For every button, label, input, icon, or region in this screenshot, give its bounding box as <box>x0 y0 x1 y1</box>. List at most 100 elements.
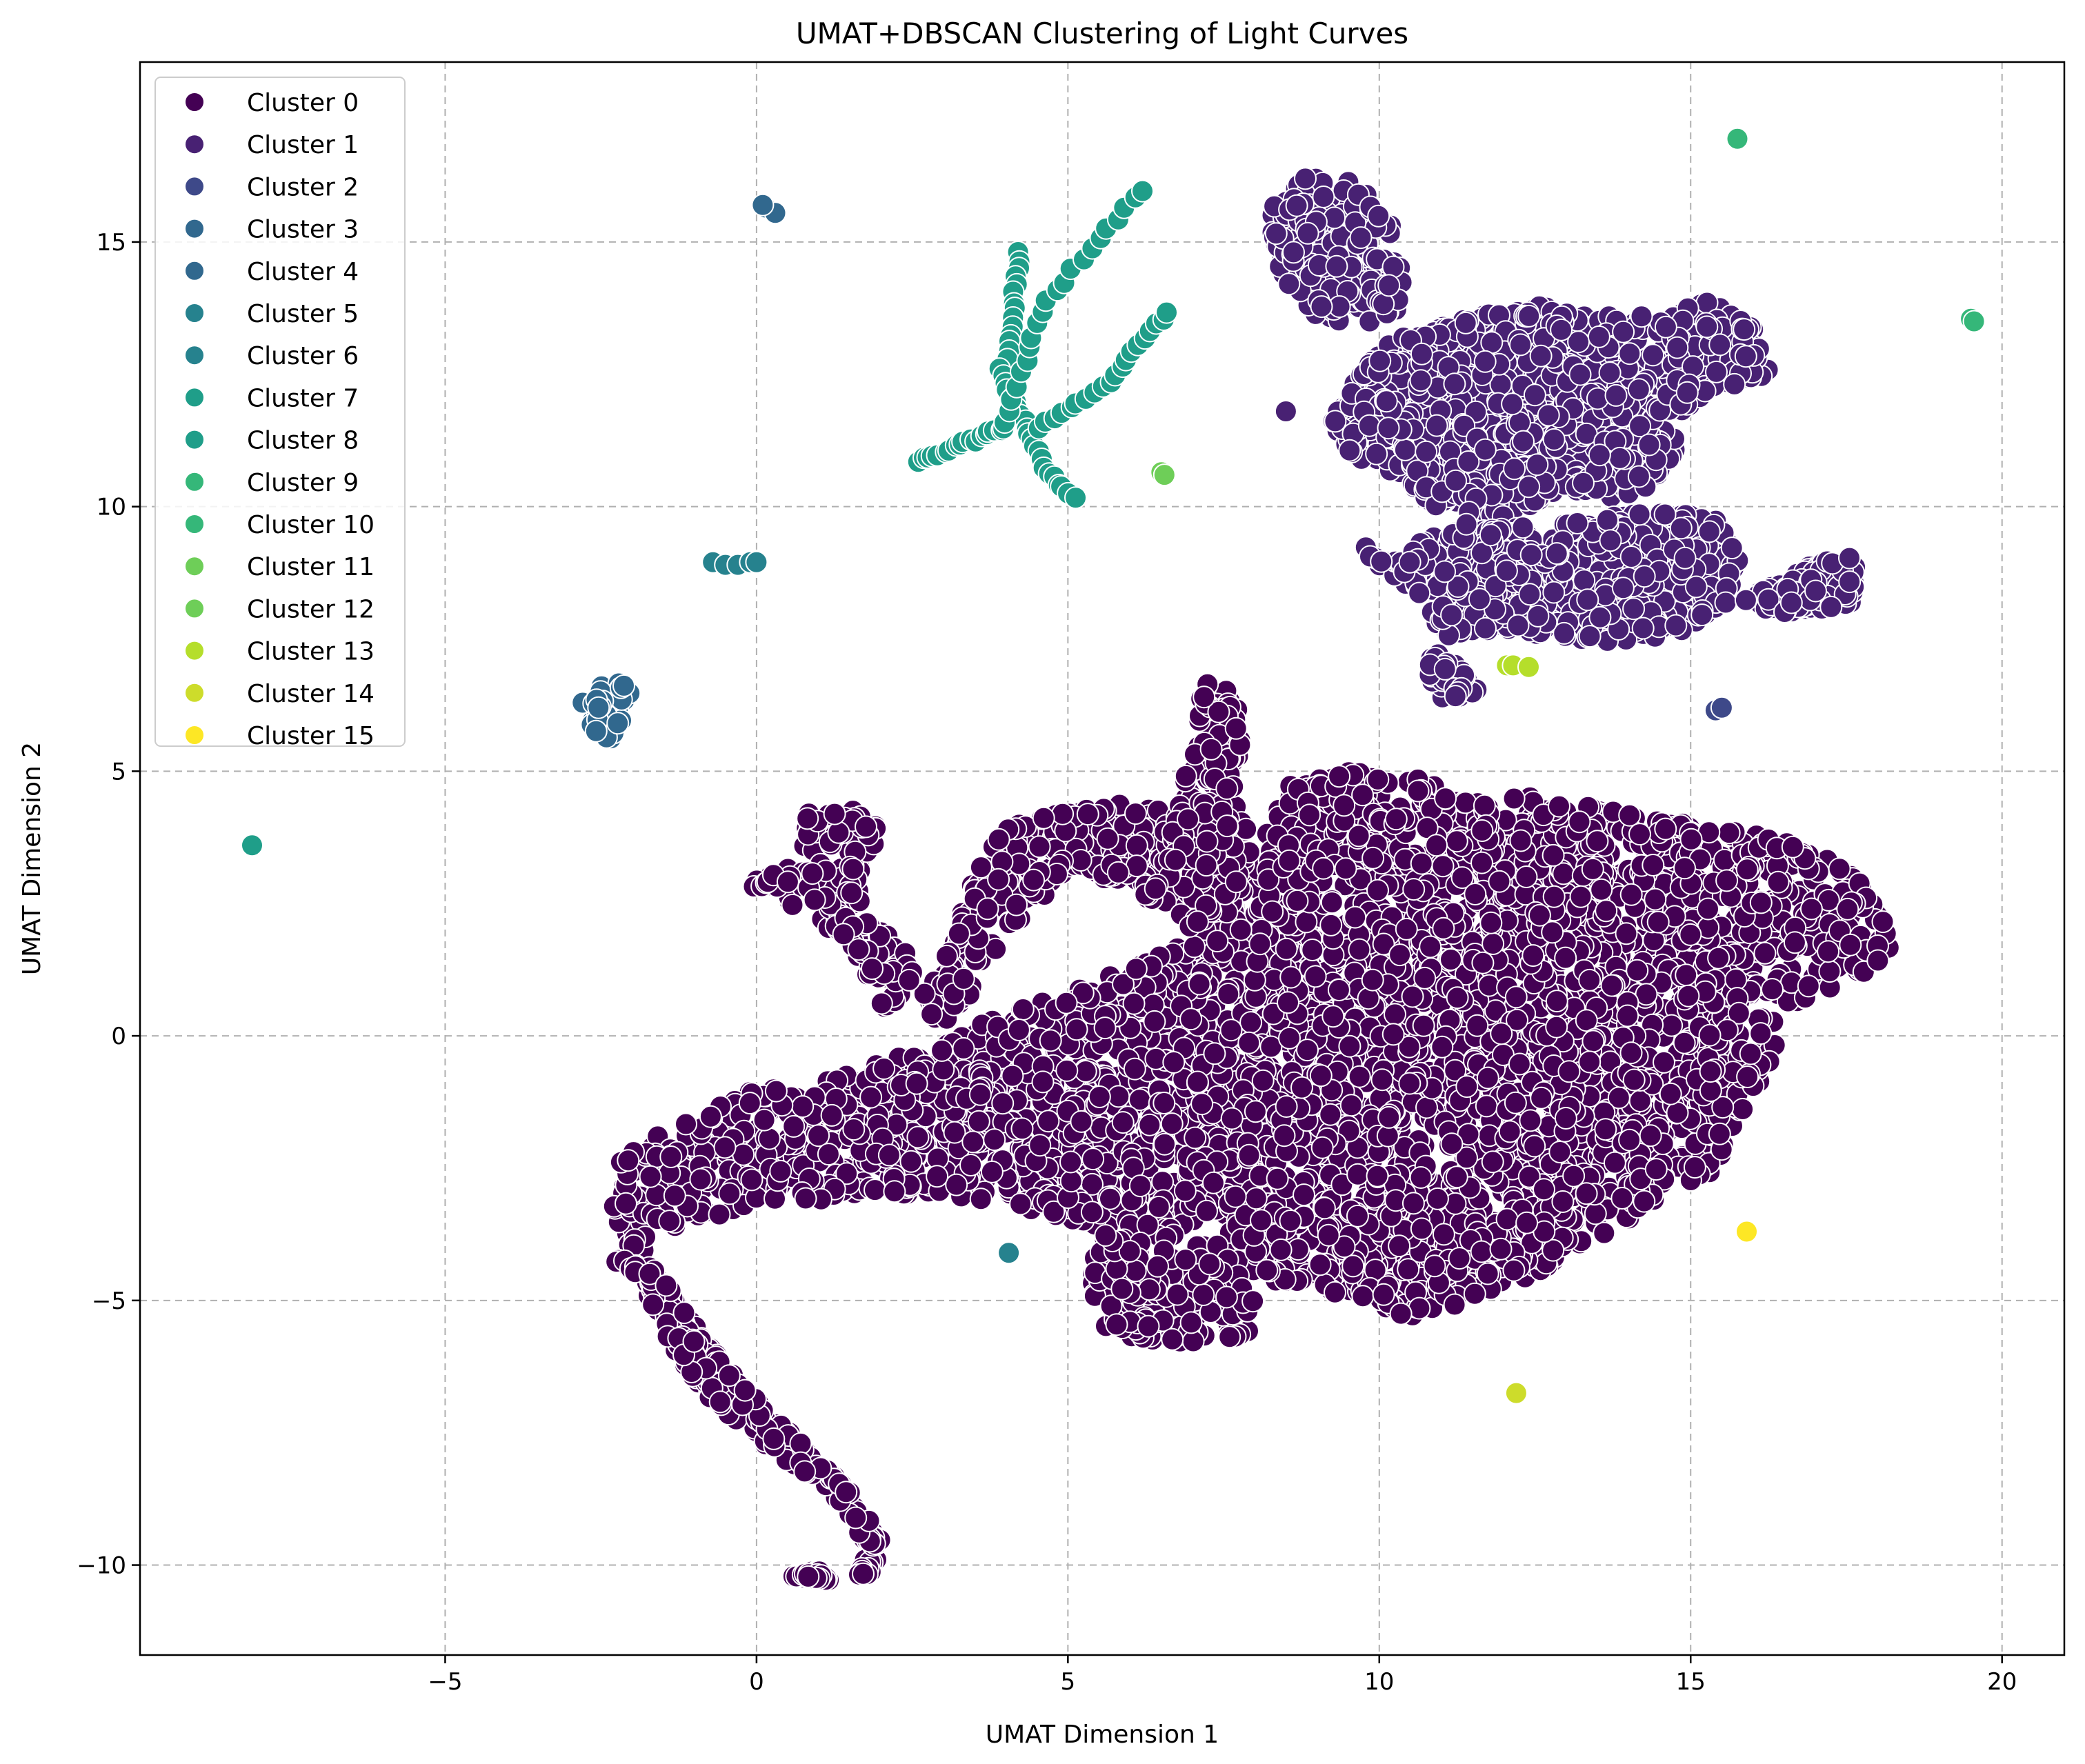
data-point-cluster-0 <box>1413 966 1437 990</box>
data-point-cluster-0 <box>1697 897 1719 921</box>
data-point-cluster-0 <box>1481 1150 1504 1174</box>
data-point-cluster-0 <box>1279 1209 1302 1232</box>
data-point-cluster-0 <box>1839 933 1862 956</box>
data-point-cluster-0 <box>1473 794 1496 817</box>
data-point-cluster-0 <box>807 1124 830 1147</box>
data-point-cluster-0 <box>1633 1190 1656 1213</box>
data-point-cluster-0 <box>1319 1103 1342 1126</box>
data-point-cluster-0 <box>991 1092 1015 1115</box>
data-point-cluster-0 <box>1321 1005 1345 1028</box>
data-point-cluster-0 <box>1445 830 1468 853</box>
data-point-cluster-0 <box>1389 1302 1413 1325</box>
data-point-cluster-0 <box>1395 917 1418 941</box>
data-point-cluster-0 <box>1482 932 1505 955</box>
data-point-cluster-0 <box>1698 1023 1722 1047</box>
chart-title: UMAT+DBSCAN Clustering of Light Curves <box>796 17 1408 50</box>
data-point-cluster-0 <box>713 1136 737 1159</box>
data-point-cluster-0 <box>1219 1019 1243 1042</box>
data-point-cluster-0 <box>740 1168 764 1192</box>
data-point-cluster-0 <box>1138 1113 1161 1136</box>
data-point-cluster-0 <box>1128 1174 1152 1198</box>
data-point-cluster-0 <box>1304 965 1327 988</box>
data-point-cluster-0 <box>1269 1238 1293 1261</box>
data-point-cluster-0 <box>1312 856 1335 880</box>
data-point-cluster-0 <box>1310 1136 1334 1159</box>
data-point-cluster-0 <box>1188 972 1211 996</box>
data-point-cluster-0 <box>655 1274 678 1297</box>
data-point-cluster-0 <box>1618 1128 1642 1152</box>
data-point-cluster-0 <box>1410 1217 1433 1241</box>
data-point-cluster-0 <box>1545 1015 1568 1039</box>
data-point-cluster-0 <box>1099 1187 1121 1210</box>
data-point-cluster-0 <box>1372 1283 1395 1306</box>
data-point-cluster-0 <box>1190 1092 1214 1116</box>
data-point-cluster-0 <box>1093 1016 1117 1040</box>
data-point-cluster-0 <box>1348 938 1371 961</box>
data-point-cluster-0 <box>899 1150 923 1173</box>
data-point-cluster-0 <box>708 1390 732 1414</box>
data-point-cluster-0 <box>1628 823 1651 846</box>
data-point-cluster-0 <box>1717 821 1741 845</box>
data-point-cluster-0 <box>1545 990 1568 1013</box>
data-point-cluster-0 <box>1616 1004 1639 1028</box>
data-point-cluster-0 <box>1195 1199 1218 1223</box>
data-point-cluster-0 <box>1430 1035 1454 1059</box>
data-point-cluster-0 <box>1446 986 1469 1010</box>
data-point-cluster-0 <box>859 1085 883 1109</box>
data-point-cluster-0 <box>1327 979 1350 1001</box>
data-point-cluster-0 <box>1866 949 1890 972</box>
data-point-cluster-0 <box>1464 883 1487 905</box>
data-point-cluster-0 <box>1402 878 1426 901</box>
data-point-cluster-0 <box>1679 923 1702 946</box>
data-point-cluster-0 <box>663 1184 686 1207</box>
data-point-cluster-0 <box>817 1143 840 1166</box>
data-point-cluster-0 <box>1351 1285 1375 1308</box>
data-point-cluster-0 <box>1338 1034 1361 1058</box>
data-point-cluster-0 <box>1153 1132 1176 1156</box>
data-point-cluster-0 <box>1401 985 1424 1008</box>
data-point-cluster-0 <box>872 1057 896 1080</box>
data-point-cluster-0 <box>1059 1150 1082 1174</box>
data-point-cluster-0 <box>1590 878 1613 901</box>
data-point-cluster-0 <box>1143 1010 1166 1033</box>
data-point-cluster-0 <box>1739 1042 1762 1065</box>
data-point-cluster-0 <box>1384 1003 1406 1026</box>
data-point-cluster-0 <box>1286 889 1309 912</box>
data-point-cluster-0 <box>1519 1109 1542 1132</box>
data-point-cluster-0 <box>1248 932 1272 956</box>
data-point-cluster-0 <box>1220 1107 1244 1130</box>
data-point-cluster-0 <box>1377 1105 1401 1129</box>
data-point-cluster-0 <box>1397 1258 1420 1281</box>
data-point-cluster-0 <box>952 1036 975 1060</box>
data-point-cluster-0 <box>961 1130 985 1154</box>
data-point-cluster-0 <box>1346 1204 1369 1227</box>
data-point-cluster-0 <box>1410 852 1433 875</box>
data-point-cluster-0 <box>1037 1110 1060 1133</box>
data-point-cluster-0 <box>1010 1117 1034 1141</box>
data-point-cluster-0 <box>1445 1165 1468 1189</box>
data-point-cluster-0 <box>1488 870 1511 893</box>
data-point-cluster-0 <box>1423 1254 1446 1278</box>
data-point-cluster-0 <box>1224 1185 1247 1208</box>
data-point-cluster-0 <box>617 1149 640 1172</box>
data-point-cluster-0 <box>820 1103 844 1127</box>
data-point-cluster-0 <box>920 1003 944 1026</box>
data-point-cluster-0 <box>1594 1118 1617 1141</box>
data-point-cluster-0 <box>1581 857 1604 881</box>
data-point-cluster-0 <box>1361 846 1385 870</box>
data-point-cluster-0 <box>1366 879 1389 902</box>
data-point-cluster-0 <box>1569 885 1593 908</box>
data-point-cluster-0 <box>1699 1079 1722 1102</box>
data-point-cluster-0 <box>1673 856 1696 880</box>
data-point-cluster-0 <box>1251 1069 1275 1092</box>
data-point-cluster-0 <box>1431 854 1455 878</box>
data-point-cluster-0 <box>791 1095 815 1119</box>
data-point-cluster-0 <box>1554 946 1577 970</box>
data-point-cluster-0 <box>1432 916 1455 940</box>
data-point-cluster-0 <box>1610 1187 1634 1210</box>
data-point-cluster-0 <box>844 1506 868 1530</box>
data-point-cluster-0 <box>1455 1075 1479 1099</box>
data-point-cluster-0 <box>1346 1163 1370 1186</box>
data-point-cluster-0 <box>1347 824 1370 848</box>
